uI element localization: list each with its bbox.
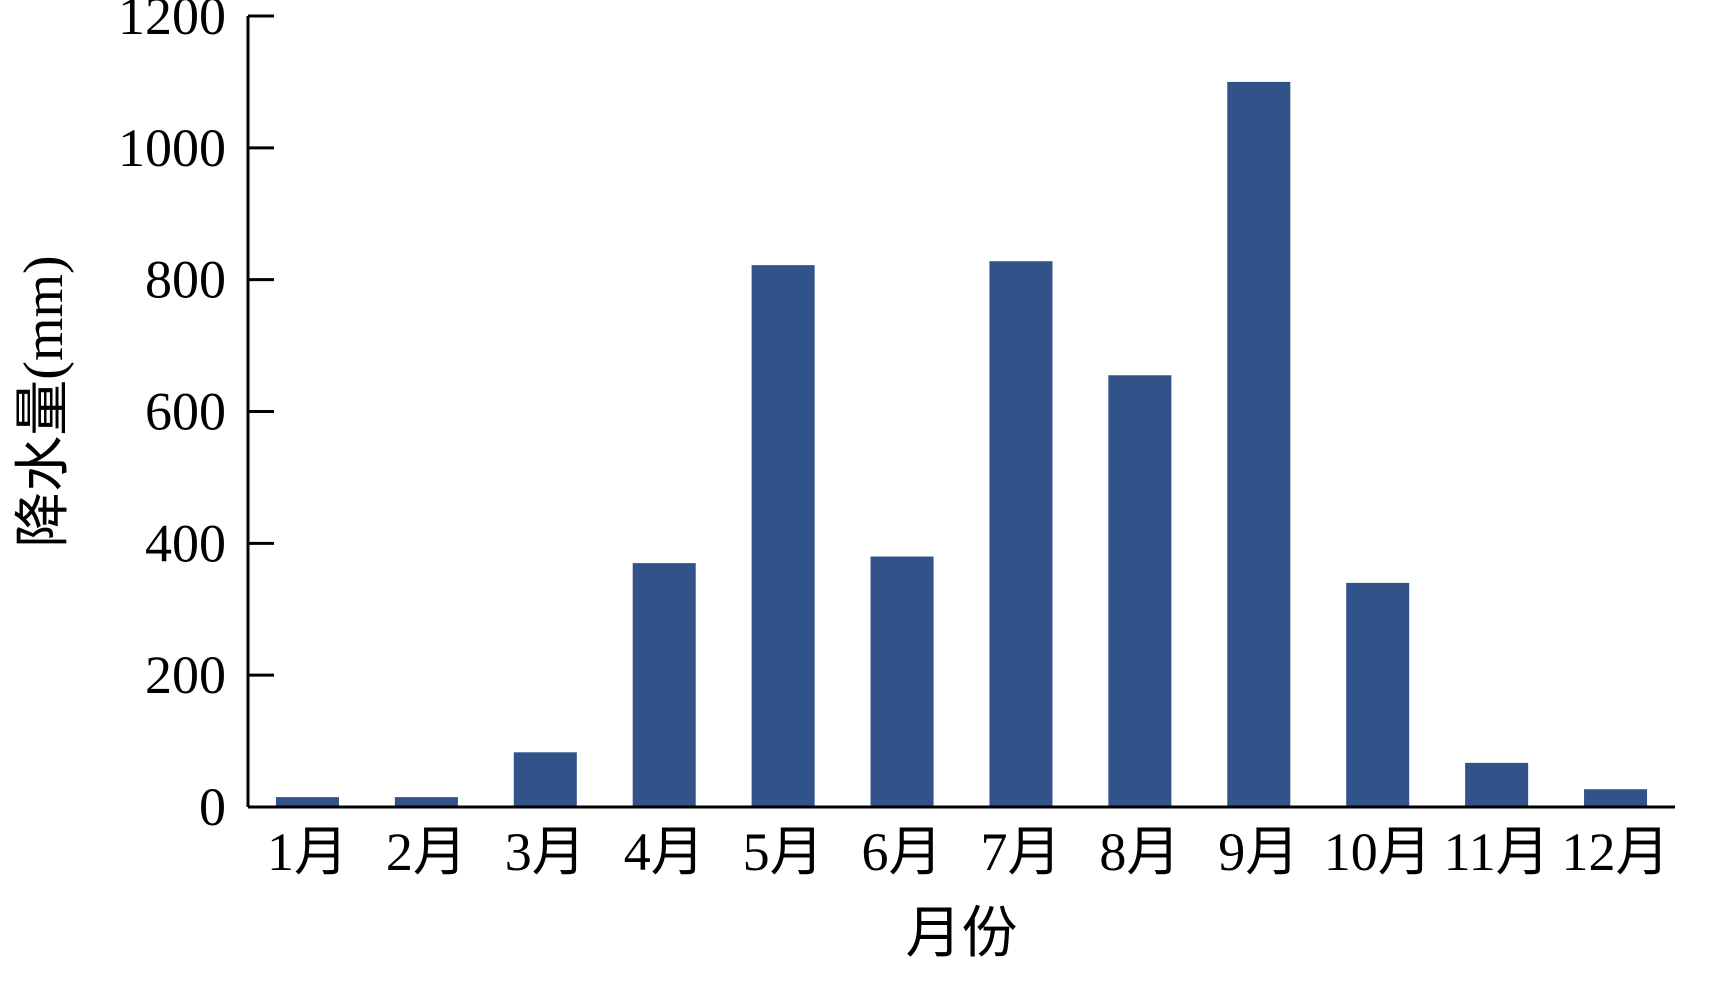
bar-10 [1346,582,1410,807]
y-tick-label: 1200 [118,0,226,46]
y-tick-label: 400 [145,513,226,573]
bar-6 [870,556,934,807]
bars-group [275,81,1648,808]
x-tick-label: 6月 [862,822,943,882]
bar-8 [1108,375,1172,807]
bar-3 [513,752,577,807]
bar-4 [632,563,696,807]
y-tick-label: 200 [145,645,226,705]
x-tick-label: 12月 [1562,822,1670,882]
x-tick-label: 3月 [505,822,586,882]
x-ticks-group: 1月 2月 3月 4月 5月 6月 7月 8月 9月 10月 11月 12月 [267,822,1670,882]
y-tick-label: 1000 [118,118,226,178]
x-tick-label: 4月 [624,822,705,882]
bar-9 [1227,81,1291,808]
x-tick-label: 9月 [1218,822,1299,882]
y-tick-label: 0 [199,777,226,837]
y-tick-label: 600 [145,382,226,442]
x-tick-label: 11月 [1444,822,1550,882]
axes-group [246,16,1675,809]
x-tick-label: 10月 [1324,822,1432,882]
bar-5 [751,265,815,807]
bar-12 [1584,789,1648,807]
bar-1 [275,797,339,807]
y-axis-title: 降水量(mm) [13,255,75,547]
y-tick-label: 800 [145,250,226,310]
x-axis-title: 月份 [906,903,1018,965]
x-tick-label: 2月 [386,822,467,882]
x-tick-label: 7月 [980,822,1061,882]
x-tick-label: 1月 [267,822,348,882]
bar-2 [394,797,458,807]
x-tick-label: 5月 [743,822,824,882]
bar-7 [989,261,1053,808]
bar-11 [1465,762,1529,807]
y-ticks-group: 0 200 400 600 800 1000 1200 [118,0,274,837]
x-tick-label: 8月 [1099,822,1180,882]
